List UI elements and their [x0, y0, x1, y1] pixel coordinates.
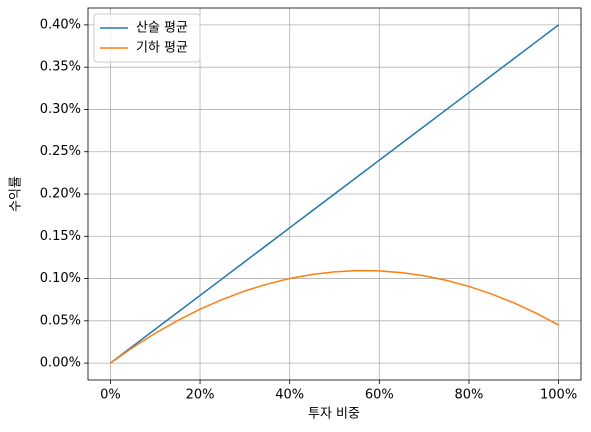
x-tick-label: 0% [100, 388, 121, 403]
x-tick-label: 20% [186, 388, 215, 403]
x-tick-label: 40% [275, 388, 304, 403]
y-tick-label: 0.20% [40, 187, 81, 202]
line-series [109, 24, 560, 364]
x-axis-label: 투자 비중 [308, 407, 360, 422]
y-tick-label: 0.30% [40, 102, 81, 117]
y-tick-label: 0.35% [40, 60, 81, 75]
line-series [109, 269, 559, 364]
y-tick-label: 0.00% [40, 356, 81, 371]
y-tick-label: 0.15% [40, 229, 81, 244]
plot-frame [87, 7, 582, 381]
x-tick-label: 100% [540, 388, 577, 403]
legend-label: 기하 평균 [136, 41, 188, 56]
y-tick-label: 0.05% [40, 313, 81, 328]
x-tick-label: 80% [455, 388, 484, 403]
y-axis-label: 수익률 [9, 176, 24, 212]
x-tick-label: 60% [365, 388, 394, 403]
y-tick-label: 0.40% [40, 17, 81, 32]
legend-label: 산술 평균 [136, 21, 188, 36]
y-tick-label: 0.10% [40, 271, 81, 286]
y-tick-label: 0.25% [40, 144, 81, 159]
legend-box [93, 13, 201, 63]
